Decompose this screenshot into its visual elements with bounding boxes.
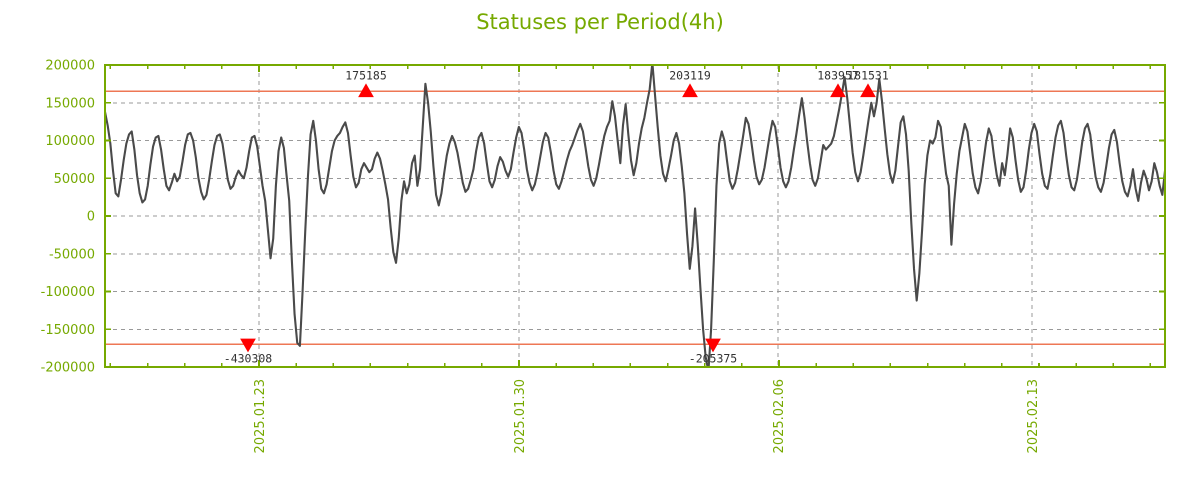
y-axis-tick-label: -100000: [41, 285, 95, 300]
y-axis-tick-label: -50000: [49, 247, 95, 262]
x-axis-tick-label: 2025.02.13: [1026, 379, 1041, 453]
y-axis-tick-label: 50000: [54, 172, 95, 187]
axis-group: [104, 64, 1166, 368]
page-title: Statuses per Period(4h): [476, 10, 724, 34]
y-axis-tick-labels: 200000 150000 100000 50000 0 -50000 -100000 -15…: [41, 59, 95, 376]
y-axis-tick-label: 0: [87, 210, 95, 225]
annotation-value-label: 181531: [847, 68, 889, 82]
annotation-value-label: 203119: [669, 68, 711, 82]
data-line: [105, 65, 1165, 367]
annotation-marker-triangle: [240, 338, 256, 353]
annotation-marker-triangle: [830, 83, 846, 98]
y-axis-tick-label: 150000: [45, 96, 95, 111]
y-axis-tick-label: 100000: [45, 134, 95, 149]
annotation-value-label: -205375: [689, 351, 737, 365]
y-axis-tick-label: -200000: [41, 361, 95, 376]
x-axis-tick-label: 2025.01.30: [513, 379, 528, 453]
annotation-marker-triangle: [358, 83, 374, 98]
data-series-group: [105, 65, 1165, 367]
y-axis-tick-label: -150000: [41, 323, 95, 338]
threshold-lines-group: [105, 90, 1165, 346]
annotation-value-label: 175185: [345, 68, 387, 82]
x-axis-tick-label: 2025.01.23: [253, 379, 268, 453]
annotation-marker-triangle: [860, 83, 876, 98]
annotation-marker-triangle: [705, 338, 721, 353]
annotation-value-label: -430308: [224, 351, 273, 365]
x-axis-tick-labels: 2025.01.23 2025.01.30 2025.02.06 2025.02.13: [253, 379, 1041, 453]
x-axis-tick-label: 2025.02.06: [772, 379, 787, 453]
annotation-value-label: 183957: [817, 68, 859, 82]
gridlines-group: [105, 65, 1165, 367]
y-axis-tick-label: 200000: [45, 59, 95, 74]
annotation-marker-triangle: [682, 83, 698, 98]
